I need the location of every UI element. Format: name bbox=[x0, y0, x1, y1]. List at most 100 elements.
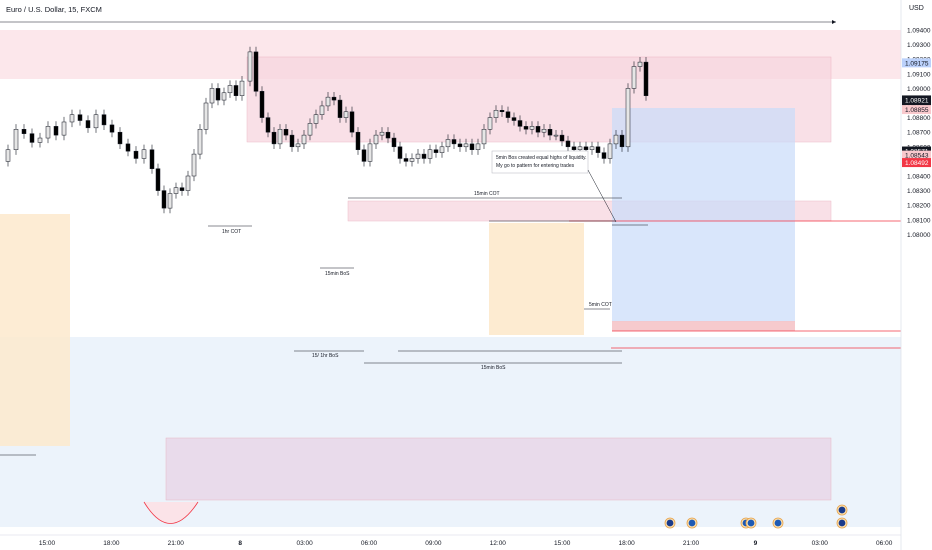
candle bbox=[493, 105, 499, 123]
candle bbox=[397, 141, 403, 164]
candle-body bbox=[589, 146, 595, 150]
candle bbox=[277, 124, 283, 149]
price-tick-label: 1.08000 bbox=[907, 232, 931, 239]
candle-body bbox=[523, 126, 529, 130]
range-zone-mid bbox=[489, 223, 584, 335]
candle bbox=[149, 144, 155, 174]
candle-body bbox=[325, 96, 331, 107]
candle-body bbox=[421, 153, 427, 159]
price-tag-label: 1.08921 bbox=[905, 97, 929, 104]
annotation-15-1hr-bos: 15/ 1hr BoS bbox=[312, 353, 339, 359]
candle bbox=[553, 130, 559, 141]
flag-icon bbox=[838, 519, 846, 527]
candle bbox=[69, 109, 75, 128]
candle bbox=[209, 83, 215, 109]
candle-body bbox=[37, 137, 43, 143]
stop-zone bbox=[612, 321, 795, 331]
flag-icon bbox=[666, 519, 674, 527]
time-axis[interactable]: 15:00 18:00 21:00 8 03:00 06:00 09:00 12:00 15:0… bbox=[0, 534, 901, 547]
candle bbox=[505, 106, 511, 123]
candle-body bbox=[385, 131, 391, 139]
time-tick-label: 09:00 bbox=[425, 540, 442, 547]
candle-body bbox=[289, 134, 295, 148]
economic-event-icon[interactable] bbox=[836, 504, 848, 516]
candle bbox=[409, 153, 415, 167]
candle bbox=[21, 124, 27, 139]
candle-body bbox=[331, 96, 337, 101]
currency-label[interactable]: USD bbox=[909, 5, 924, 12]
candle-body bbox=[595, 146, 601, 153]
price-tick-label: 1.08400 bbox=[907, 174, 931, 181]
zones-layer bbox=[0, 30, 901, 527]
candle bbox=[215, 83, 221, 106]
candle-body bbox=[571, 146, 577, 150]
flag-icon bbox=[774, 519, 782, 527]
price-tick-label: 1.08700 bbox=[907, 130, 931, 137]
economic-event-icon[interactable] bbox=[686, 517, 698, 529]
time-tick-label: 21:00 bbox=[168, 540, 185, 547]
candle-body bbox=[373, 134, 379, 145]
candle-body bbox=[541, 129, 547, 133]
candle bbox=[85, 115, 91, 133]
candle bbox=[13, 124, 19, 155]
candle-body bbox=[601, 152, 607, 159]
candle-body bbox=[173, 187, 179, 194]
candle bbox=[313, 109, 319, 129]
candle bbox=[469, 138, 475, 155]
candle bbox=[331, 92, 337, 106]
economic-event-icon[interactable] bbox=[772, 517, 784, 529]
candle-body bbox=[619, 134, 625, 148]
candle bbox=[349, 106, 355, 138]
price-tag: 1.08492 bbox=[902, 158, 931, 168]
candle-body bbox=[415, 153, 421, 159]
candle bbox=[427, 144, 433, 164]
price-tag: 1.08855 bbox=[902, 105, 931, 115]
candle bbox=[463, 138, 469, 152]
candle bbox=[167, 188, 173, 214]
economic-event-icon[interactable] bbox=[836, 517, 848, 529]
candle bbox=[385, 127, 391, 144]
candle bbox=[307, 118, 313, 141]
candle-body bbox=[277, 129, 283, 145]
candle bbox=[141, 144, 147, 164]
demand-zone-lower bbox=[165, 437, 832, 501]
price-tick-label: 1.08800 bbox=[907, 115, 931, 122]
flag-icon bbox=[688, 519, 696, 527]
candle-body bbox=[637, 61, 643, 67]
candle-body bbox=[155, 168, 161, 191]
candle bbox=[601, 147, 607, 164]
candle-body bbox=[149, 149, 155, 169]
candle bbox=[499, 105, 505, 117]
events-layer[interactable] bbox=[664, 504, 848, 529]
candle-body bbox=[141, 149, 147, 159]
price-tick-label: 1.08100 bbox=[907, 217, 931, 224]
candle-body bbox=[535, 126, 541, 133]
candle bbox=[637, 57, 643, 72]
candle-body bbox=[271, 131, 277, 145]
candle-body bbox=[631, 66, 637, 89]
candle-body bbox=[203, 102, 209, 130]
economic-event-icon[interactable] bbox=[745, 517, 757, 529]
candle-body bbox=[13, 129, 19, 150]
candle-body bbox=[529, 126, 535, 130]
note-line-1: 5min Bos created equal highs of liquidit… bbox=[496, 155, 587, 161]
price-tick-label: 1.09400 bbox=[907, 28, 931, 35]
candle-body bbox=[295, 143, 301, 148]
candle-body bbox=[85, 120, 91, 129]
candle-body bbox=[349, 111, 355, 133]
note-pointer bbox=[587, 169, 617, 223]
candle bbox=[45, 121, 51, 144]
candle-body bbox=[259, 91, 265, 118]
economic-event-icon[interactable] bbox=[664, 517, 676, 529]
candle bbox=[595, 141, 601, 158]
candle-body bbox=[61, 121, 67, 136]
candle-body bbox=[577, 146, 583, 150]
price-axis[interactable]: 1.094001.093001.092001.091001.090001.089… bbox=[900, 0, 932, 550]
target-zone bbox=[612, 108, 795, 322]
candle-body bbox=[613, 134, 619, 145]
candle bbox=[253, 46, 259, 97]
price-tag-bg bbox=[902, 105, 931, 115]
candle bbox=[271, 127, 277, 149]
candle-body bbox=[283, 129, 289, 136]
